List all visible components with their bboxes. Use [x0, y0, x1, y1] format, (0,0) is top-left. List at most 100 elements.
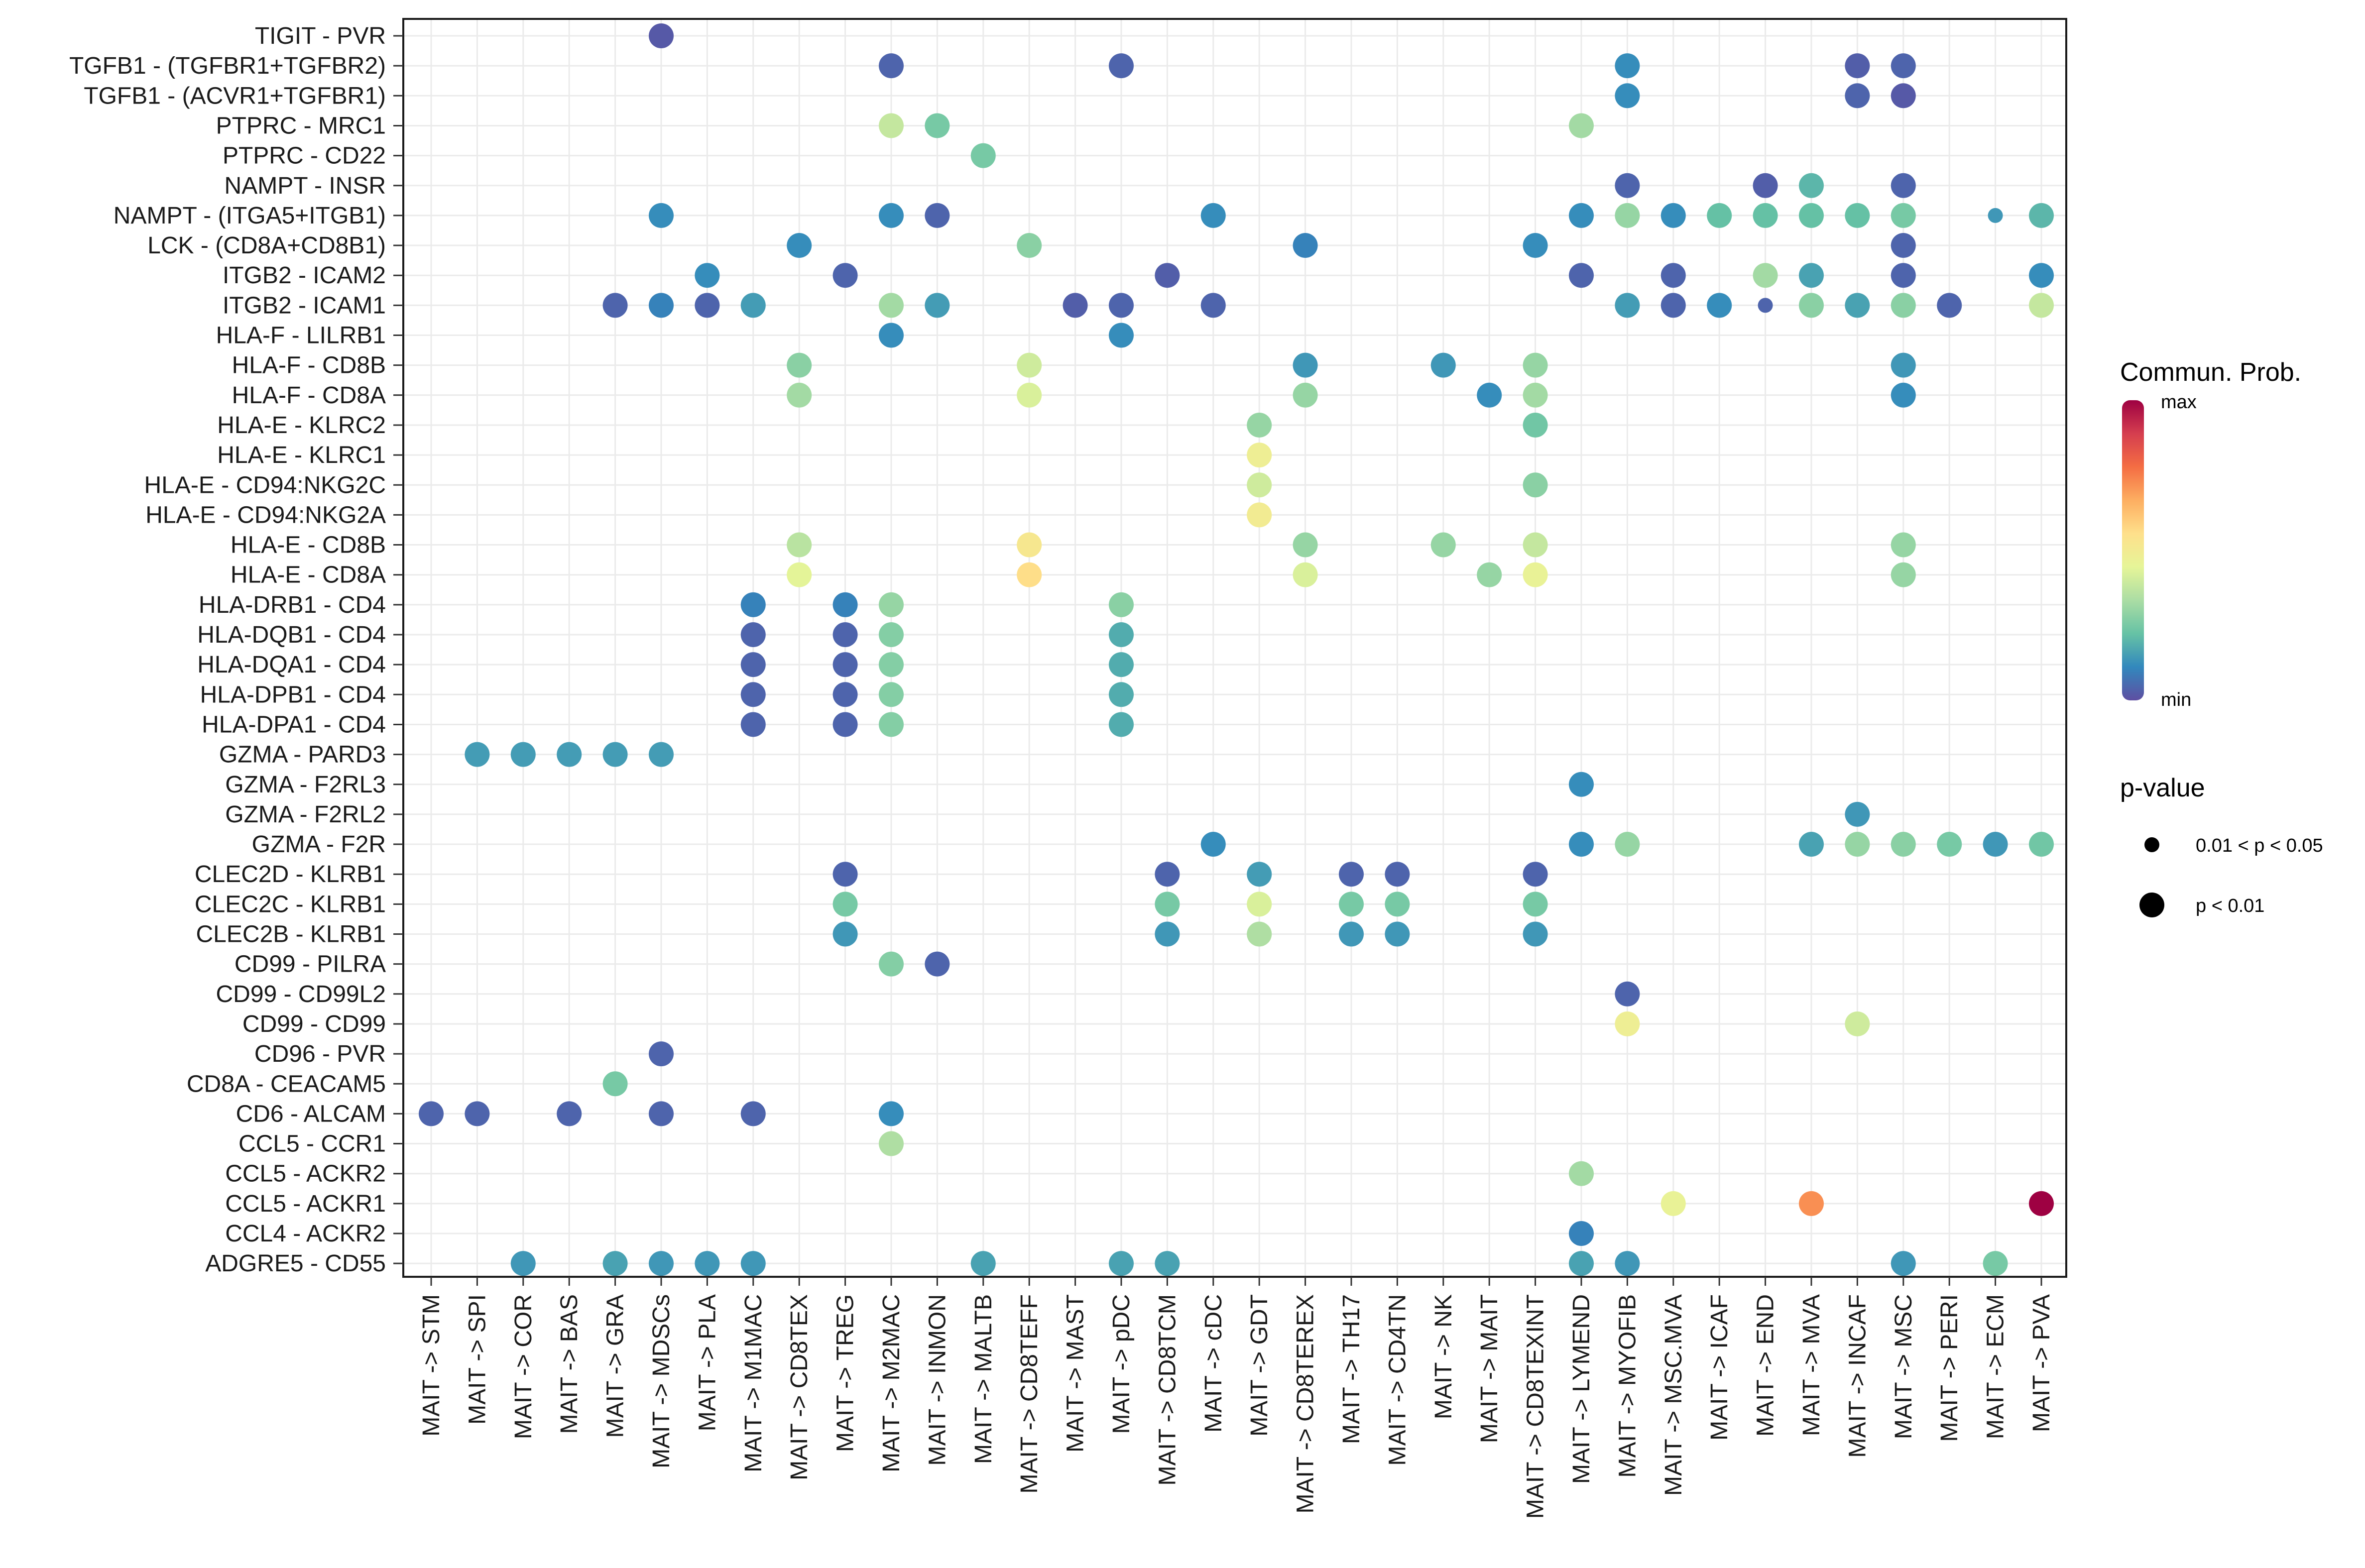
- data-point: [557, 742, 582, 767]
- data-point: [1017, 382, 1042, 408]
- y-tick-label: LCK - (CD8A+CD8B1): [147, 232, 386, 259]
- data-point: [1385, 892, 1410, 917]
- data-point: [1753, 173, 1778, 198]
- data-point: [2029, 203, 2054, 228]
- data-point: [1017, 532, 1042, 558]
- data-point: [1615, 293, 1640, 318]
- data-point: [1569, 1221, 1594, 1246]
- data-point: [740, 622, 766, 647]
- data-point: [1799, 1191, 1824, 1216]
- data-point: [1109, 712, 1134, 737]
- data-point: [879, 652, 904, 677]
- data-point: [1385, 862, 1410, 887]
- data-point: [557, 1101, 582, 1126]
- y-tick-label: CLEC2C - KLRB1: [195, 891, 386, 917]
- y-tick-label: CCL4 - ACKR2: [225, 1221, 386, 1247]
- data-point: [1845, 1011, 1870, 1036]
- data-point: [1109, 1251, 1134, 1276]
- data-point: [649, 203, 674, 228]
- x-tick-label: MAIT -> M1MAC: [740, 1294, 767, 1472]
- color-legend-title: Commun. Prob.: [2120, 358, 2301, 387]
- y-tick-label: HLA-F - LILRB1: [216, 323, 386, 349]
- data-point: [1523, 233, 1548, 258]
- data-point: [1937, 832, 1962, 857]
- data-point: [787, 562, 812, 587]
- y-tick-label: GZMA - F2RL2: [225, 801, 386, 828]
- y-tick-label: HLA-E - CD8A: [231, 562, 386, 588]
- y-tick-label: NAMPT - INSR: [225, 173, 386, 199]
- data-point: [649, 742, 674, 767]
- data-point: [1753, 203, 1778, 228]
- data-point: [1477, 382, 1502, 408]
- data-point: [649, 1251, 674, 1276]
- data-point: [1523, 472, 1548, 498]
- data-point: [1017, 352, 1042, 378]
- data-point: [1660, 293, 1686, 318]
- y-tick-label: CLEC2B - KLRB1: [196, 921, 386, 948]
- data-point: [787, 382, 812, 408]
- x-tick-label: MAIT -> LYMEND: [1568, 1294, 1595, 1484]
- data-point: [1109, 622, 1134, 647]
- x-tick-label: MAIT -> MSC.MVA: [1660, 1294, 1687, 1496]
- plot-panel-border: [402, 18, 2067, 1278]
- x-tick-label: MAIT -> MYOFIB: [1614, 1294, 1641, 1477]
- data-point: [1247, 862, 1272, 887]
- data-point: [1845, 832, 1870, 857]
- data-point: [1200, 203, 1226, 228]
- data-point: [879, 203, 904, 228]
- data-point: [695, 263, 720, 288]
- data-point: [1293, 562, 1318, 587]
- data-point: [1109, 323, 1134, 348]
- data-point: [1799, 173, 1824, 198]
- y-tick-label: CD99 - PILRA: [235, 951, 386, 978]
- data-point: [1707, 293, 1732, 318]
- data-point: [649, 1101, 674, 1126]
- data-point: [879, 53, 904, 79]
- x-tick-label: MAIT -> CD8TEX: [786, 1294, 813, 1480]
- data-point: [1891, 293, 1916, 318]
- x-tick-label: MAIT -> MAIT: [1476, 1294, 1503, 1443]
- data-point: [1799, 832, 1824, 857]
- size-legend-small-label: 0.01 < p < 0.05: [2196, 835, 2323, 856]
- data-point: [1109, 293, 1134, 318]
- data-point: [740, 1251, 766, 1276]
- size-legend-large-dot: [2139, 893, 2164, 917]
- data-point: [832, 622, 858, 647]
- data-point: [1845, 801, 1870, 827]
- data-point: [1017, 562, 1042, 587]
- data-point: [879, 323, 904, 348]
- data-point: [879, 113, 904, 138]
- y-tick-label: HLA-DQB1 - CD4: [197, 622, 386, 648]
- data-point: [1109, 53, 1134, 79]
- color-legend-max: max: [2161, 392, 2197, 413]
- data-point: [1339, 892, 1364, 917]
- data-point: [832, 921, 858, 947]
- y-tick-label: CCL5 - ACKR2: [225, 1161, 386, 1187]
- x-tick-label: MAIT -> CD8TEREX: [1293, 1294, 1319, 1514]
- y-tick-label: CCL5 - CCR1: [238, 1131, 386, 1157]
- x-tick-label: MAIT -> CD8TEFF: [1016, 1294, 1043, 1493]
- data-point: [1017, 233, 1042, 258]
- data-point: [602, 742, 628, 767]
- x-tick-label: MAIT -> MDSCs: [648, 1294, 675, 1468]
- data-point: [925, 951, 950, 977]
- x-tick-label: MAIT -> MVA: [1798, 1294, 1825, 1436]
- data-point: [1247, 412, 1272, 438]
- data-point: [695, 293, 720, 318]
- data-point: [1660, 203, 1686, 228]
- data-point: [787, 233, 812, 258]
- data-point: [832, 592, 858, 617]
- data-point: [1891, 1251, 1916, 1276]
- data-point: [879, 712, 904, 737]
- data-point: [1891, 382, 1916, 408]
- x-tick-label: MAIT -> MALTB: [970, 1294, 997, 1464]
- data-points: [419, 23, 2054, 1276]
- data-point: [1247, 921, 1272, 947]
- data-point: [1615, 832, 1640, 857]
- x-tick-label: MAIT -> INCAF: [1844, 1294, 1871, 1457]
- data-point: [1988, 208, 2003, 223]
- data-point: [832, 682, 858, 707]
- data-point: [1615, 53, 1640, 79]
- x-tick-label: MAIT -> COR: [510, 1294, 537, 1439]
- y-tick-label: CCL5 - ACKR1: [225, 1191, 386, 1217]
